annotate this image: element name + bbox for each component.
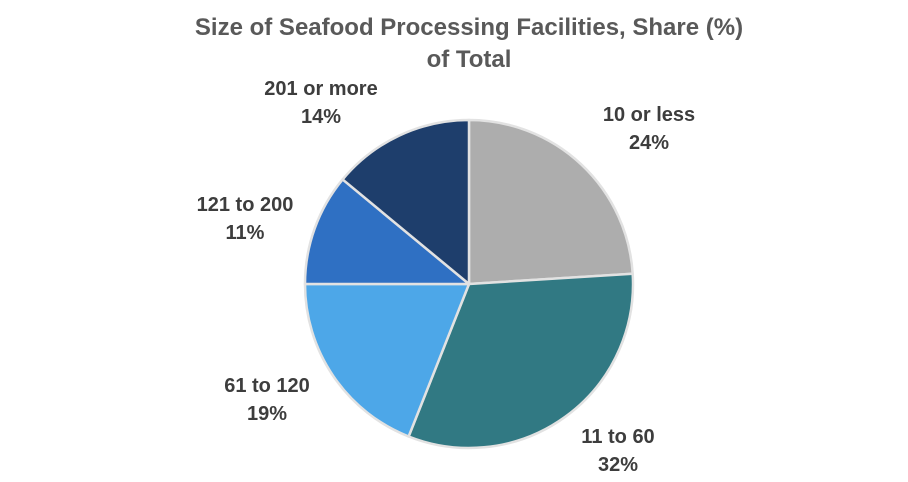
pie-slice-121-to-200 [303,178,471,286]
chart-title-line-1: Size of Seafood Processing Facilities, S… [194,14,744,41]
slice-label-61-to-120: 61 to 120 19% [224,372,310,428]
slice-percent: 24% [628,132,670,154]
slice-category: 201 or more [264,78,378,100]
slice-label-10-or-less: 10 or less 24% [603,101,695,157]
pie-slice-10-or-less [467,118,634,286]
slice-category: 11 to 60 [581,426,655,448]
slice-category: 10 or less [602,104,696,126]
pie-slice-11-to-60 [407,272,635,450]
slice-label-121-to-200: 121 to 200 11% [197,191,294,247]
chart-title: Size of Seafood Processing Facilities, S… [195,12,743,76]
slice-percent: 32% [597,454,639,476]
slice-category: 121 to 200 [196,194,294,216]
slice-label-11-to-60: 11 to 60 32% [581,423,654,479]
pie-slice-201-or-more [341,118,471,286]
slice-label-201-or-more: 201 or more 14% [264,75,377,131]
slice-percent: 11% [225,222,265,244]
chart-title-line-2: of Total [426,46,512,73]
slice-percent: 19% [246,403,288,425]
slice-category: 61 to 120 [224,375,310,397]
slice-percent: 14% [300,106,342,128]
pie-slice-61-to-120 [303,282,471,438]
